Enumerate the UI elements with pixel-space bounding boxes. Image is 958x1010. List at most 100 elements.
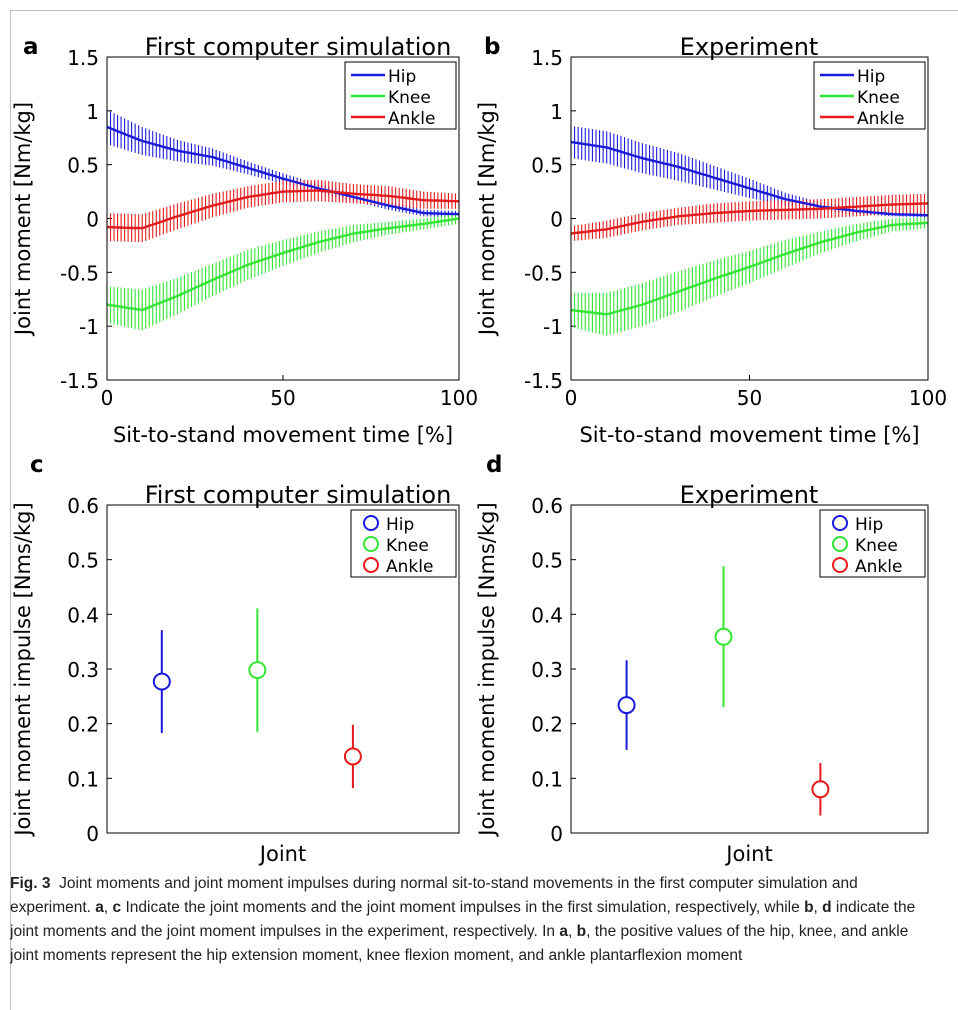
- panel-b: b Experiment -1.5 -1 -0.5 0 0.5 1 1.5 Joint momen…: [475, 33, 947, 447]
- figure-caption: Fig. 3 Joint moments and joint moment im…: [10, 872, 940, 968]
- y-tick-label: -0.5: [524, 261, 563, 285]
- x-tick-label: 0: [565, 386, 578, 410]
- y-tick-label: -1: [543, 315, 563, 339]
- caption-text: ,: [567, 923, 577, 940]
- panel-title: Experiment: [680, 481, 819, 509]
- panel-title: First computer simulation: [145, 33, 452, 61]
- caption-panel-ref: a: [559, 923, 568, 940]
- legend-label: Hip: [855, 515, 883, 535]
- axes-box: [106, 504, 460, 834]
- x-tick-label: 50: [270, 386, 295, 410]
- y-tick-label: 0: [550, 208, 563, 232]
- data-point-hip: [617, 696, 636, 715]
- legend-swatch-ankle: [363, 557, 379, 573]
- panel-letter: a: [23, 34, 39, 60]
- legend-label: Ankle: [386, 557, 433, 577]
- legend-label: Hip: [388, 67, 416, 87]
- caption-panel-ref: a: [95, 899, 104, 916]
- y-axis-label: Joint moment [Nm/kg]: [475, 102, 499, 337]
- y-tick-label: 1: [550, 100, 563, 124]
- y-tick-label: 0.5: [531, 549, 563, 573]
- x-axis-label: Sit-to-stand movement time [%]: [113, 423, 453, 447]
- legend-label: Ankle: [388, 109, 435, 129]
- x-tick-label: 100: [440, 386, 478, 410]
- y-axis-label: Joint moment impulse [Nms/kg]: [11, 502, 35, 837]
- y-tick-label: 0: [550, 822, 563, 846]
- legend-swatch-knee: [363, 536, 379, 552]
- series-line-hip: [106, 125, 460, 216]
- data-point-hip: [152, 672, 171, 691]
- caption-text: ,: [103, 899, 113, 916]
- caption-panel-ref: d: [822, 899, 832, 916]
- x-axis-label: Joint: [724, 842, 772, 866]
- legend-swatch-hip: [363, 515, 379, 531]
- y-tick-label: 0.4: [67, 603, 99, 627]
- y-tick-label: 0: [86, 208, 99, 232]
- legend-label: Knee: [857, 88, 900, 108]
- legend-label: Ankle: [855, 557, 902, 577]
- plot-area: [152, 608, 362, 789]
- panel-letter: d: [486, 452, 502, 478]
- legend-label: Knee: [388, 88, 431, 108]
- series-line-knee: [106, 217, 460, 312]
- y-tick-label: 0.5: [67, 154, 99, 178]
- x-axis-label: Sit-to-stand movement time [%]: [579, 423, 919, 447]
- x-tick-label: 0: [101, 386, 114, 410]
- legend-swatch-hip: [832, 515, 848, 531]
- y-tick-label: 0.3: [531, 658, 563, 682]
- y-tick-label: 1.5: [531, 46, 563, 70]
- frame-border-left: [10, 10, 11, 1010]
- caption-panel-ref: c: [112, 899, 122, 916]
- y-tick-label: 0.6: [67, 494, 99, 518]
- y-tick-label: 0.4: [531, 603, 563, 627]
- panel-a: a First computer simulation -1.5 -1 -0.5 0 0.5…: [11, 33, 478, 447]
- panel-title: First computer simulation: [145, 481, 452, 509]
- caption-text: indicate the joint moments and the joint…: [10, 899, 916, 940]
- y-tick-label: 0.5: [67, 549, 99, 573]
- plot-area: [106, 109, 460, 331]
- y-tick-label: 0.1: [531, 767, 563, 791]
- x-tick-label: 50: [737, 386, 762, 410]
- caption-text: Joint moments and joint moment impulses …: [10, 875, 858, 916]
- legend-swatch-ankle: [832, 557, 848, 573]
- y-tick-label: 0.2: [531, 713, 563, 737]
- legend-label: Hip: [386, 515, 414, 535]
- panel-d: d Experiment 0 0.1 0.2 0.3 0.4 0.5 0.6 Joint mome…: [475, 452, 929, 866]
- legend-label: Hip: [857, 67, 885, 87]
- axes-box: [570, 504, 929, 834]
- figure-label: Fig. 3: [10, 875, 51, 892]
- caption-body: Joint moments and joint moment impulses …: [10, 875, 915, 964]
- y-tick-label: -1.5: [524, 369, 563, 393]
- x-tick-label: 100: [909, 386, 947, 410]
- plot-area: [570, 125, 929, 336]
- series-line-knee: [570, 221, 929, 316]
- panel-c: c First computer simulation 0 0.1 0.2 0.3 0.4 0…: [11, 452, 460, 866]
- caption-panel-ref: b: [804, 899, 814, 916]
- legend-label: Ankle: [857, 109, 904, 129]
- y-tick-label: -0.5: [60, 261, 99, 285]
- y-tick-label: 0.5: [531, 154, 563, 178]
- series-line-ankle: [106, 189, 460, 230]
- y-tick-label: 0.2: [67, 713, 99, 737]
- figure-svg: a First computer simulation -1.5 -1 -0.5 0 0.5…: [11, 33, 947, 866]
- data-point-knee: [714, 627, 733, 646]
- y-tick-label: 0.1: [67, 767, 99, 791]
- plot-area: [617, 566, 830, 816]
- legend-swatch-knee: [832, 536, 848, 552]
- legend-label: Knee: [855, 536, 898, 556]
- caption-text: , the positive values of the hip, knee, …: [10, 923, 909, 964]
- x-axis-label: Joint: [258, 842, 306, 866]
- y-tick-label: 1.5: [67, 46, 99, 70]
- axes-box: [570, 56, 929, 381]
- y-tick-label: -1.5: [60, 369, 99, 393]
- y-axis-label: Joint moment [Nm/kg]: [11, 102, 35, 337]
- caption-text: Indicate the joint moments and the joint…: [121, 899, 805, 916]
- panel-letter: c: [30, 452, 44, 478]
- caption-panel-ref: b: [576, 923, 587, 940]
- axes-box: [106, 56, 460, 381]
- y-tick-label: 0: [86, 822, 99, 846]
